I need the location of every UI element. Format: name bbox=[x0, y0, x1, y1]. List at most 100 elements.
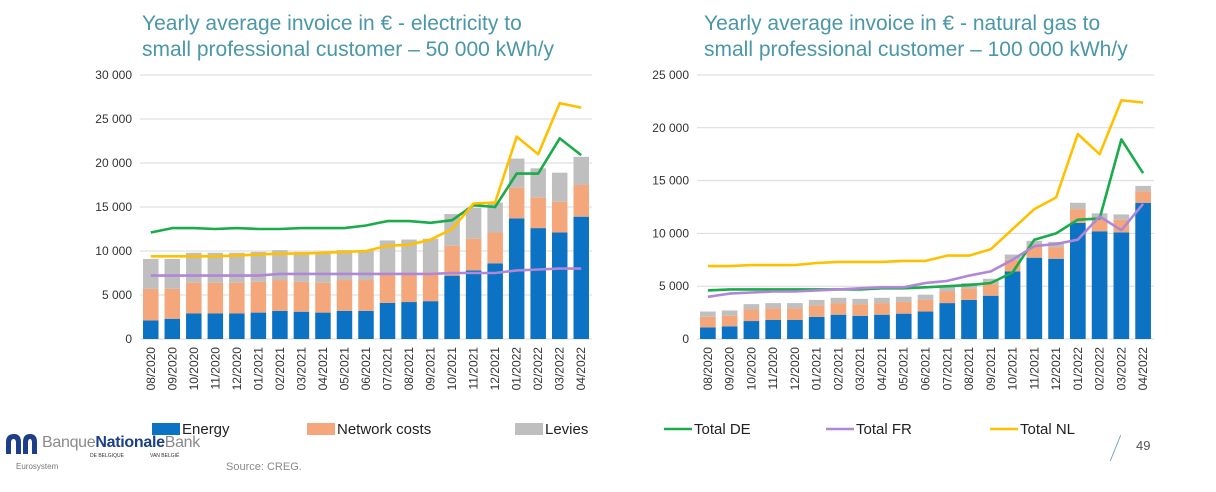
gas-bar-network-costs bbox=[808, 305, 825, 317]
chart-title-electricity-line1: Yearly average invoice in € - electricit… bbox=[142, 12, 522, 35]
electricity-bar-network-costs bbox=[487, 232, 503, 264]
gas-bar-energy bbox=[852, 315, 869, 339]
gas-xtick-label: 10/2020 bbox=[744, 347, 758, 391]
electricity-xtick-label: 06/2021 bbox=[359, 347, 373, 391]
electricity-bar-levies bbox=[487, 202, 503, 233]
electricity-bar-energy bbox=[444, 275, 460, 339]
electricity-bar-network-costs bbox=[530, 197, 546, 229]
page-number: 49 bbox=[1136, 438, 1151, 453]
gas-bar-network-costs bbox=[1091, 219, 1108, 232]
legend-label-energy: Energy bbox=[182, 421, 230, 438]
electricity-bar-energy bbox=[293, 311, 310, 339]
electricity-bar-energy bbox=[143, 320, 159, 339]
electricity-bar-energy bbox=[164, 318, 181, 339]
legend: Energy Network costs Levies Total DE Total F… bbox=[152, 421, 1075, 438]
chart-title-gas: Yearly average invoice in € - natural ga… bbox=[704, 11, 1128, 63]
electricity-bar-levies bbox=[401, 239, 417, 273]
electricity-bar-levies bbox=[315, 252, 331, 283]
electricity-bar-levies bbox=[465, 207, 482, 239]
electricity-bar-network-costs bbox=[573, 185, 589, 217]
electricity-bar-energy bbox=[186, 313, 202, 339]
electricity-bar-energy bbox=[465, 270, 482, 339]
electricity-bar-energy bbox=[229, 313, 245, 339]
gas-bar-energy bbox=[982, 295, 999, 339]
electricity-xtick-label: 01/2022 bbox=[510, 347, 524, 391]
gas-bar-energy bbox=[1091, 231, 1108, 339]
gas-line-total-de bbox=[707, 138, 1145, 292]
electricity-xtick-label: 04/2022 bbox=[574, 347, 588, 391]
electricity-bar-network-costs bbox=[444, 245, 460, 276]
gas-bar-levies bbox=[1026, 240, 1043, 247]
gas-bar-network-costs bbox=[743, 309, 760, 322]
gas-bar-levies bbox=[895, 296, 912, 303]
electricity-bar-network-costs bbox=[250, 281, 267, 313]
gas-bar-levies bbox=[1069, 202, 1086, 210]
gas-xtick-label: 10/2021 bbox=[1006, 347, 1020, 391]
gas-bar-levies bbox=[1004, 254, 1021, 260]
electricity-bar-levies bbox=[293, 251, 310, 282]
electricity-xtick-label: 09/2020 bbox=[165, 347, 179, 391]
source-note: Source: CREG. bbox=[226, 461, 302, 473]
electricity-bar-network-costs bbox=[315, 282, 331, 313]
gas-bar-levies bbox=[830, 297, 847, 304]
gas-bar-network-costs bbox=[982, 284, 999, 296]
electricity-xtick-label: 02/2022 bbox=[531, 347, 545, 391]
gas-bar-energy bbox=[1004, 271, 1021, 339]
gas-xtick-label: 04/2022 bbox=[1136, 347, 1150, 391]
electricity-bar-network-costs bbox=[186, 282, 202, 314]
gas-bar-network-costs bbox=[874, 303, 890, 315]
gas-ytick-label: 15 000 bbox=[652, 174, 689, 188]
electricity-bar-energy bbox=[401, 302, 417, 339]
gas-bar-network-costs bbox=[1026, 246, 1043, 258]
electricity-xtick-label: 08/2020 bbox=[144, 347, 158, 391]
legend-label-total-nl: Total NL bbox=[1020, 421, 1075, 438]
nbb-logo-sub-fr: DE BELGIQUE bbox=[90, 453, 124, 459]
electricity-line-total-de bbox=[150, 137, 582, 234]
gas-bar-levies bbox=[939, 286, 956, 292]
gas-bar-energy bbox=[830, 314, 847, 339]
gas-ytick-label: 25 000 bbox=[652, 68, 689, 82]
electricity-bar-levies bbox=[573, 156, 589, 185]
gas-ytick-label: 5 000 bbox=[659, 279, 689, 293]
gas-bar-levies bbox=[982, 278, 999, 285]
chart-title-gas-line2: small professional customer – 100 000 kW… bbox=[704, 38, 1128, 61]
chart-title-electricity: Yearly average invoice in € - electricit… bbox=[142, 11, 554, 63]
gas-bar-energy bbox=[961, 299, 977, 339]
electricity-bar-energy bbox=[422, 301, 439, 339]
gas-xtick-label: 07/2021 bbox=[940, 347, 954, 391]
gas-bar-levies bbox=[700, 311, 716, 317]
electricity-bar-network-costs bbox=[551, 201, 568, 233]
gas-bar-network-costs bbox=[721, 315, 738, 327]
electricity-xtick-label: 04/2021 bbox=[316, 347, 330, 391]
electricity-bar-energy bbox=[250, 312, 267, 339]
gas-bar-levies bbox=[765, 303, 782, 309]
gas-bar-network-costs bbox=[700, 316, 716, 328]
electricity-bar-levies bbox=[143, 258, 159, 289]
gas-bar-levies bbox=[787, 303, 803, 309]
electricity-bar-network-costs bbox=[465, 238, 482, 271]
electricity-xtick-label: 09/2021 bbox=[424, 347, 438, 391]
gas-xtick-label: 12/2020 bbox=[788, 347, 802, 391]
gas-bar-energy bbox=[808, 316, 825, 339]
gas-bar-network-costs bbox=[787, 308, 803, 320]
gas-xtick-label: 01/2021 bbox=[810, 347, 824, 391]
gas-bar-levies bbox=[917, 294, 934, 300]
electricity-bar-network-costs bbox=[336, 280, 353, 311]
gas-bar-levies bbox=[808, 299, 825, 306]
gas-bar-energy bbox=[1069, 222, 1086, 339]
gas-xtick-label: 11/2020 bbox=[766, 347, 780, 390]
gas-bar-network-costs bbox=[765, 308, 782, 320]
gas-bar-network-costs bbox=[830, 303, 847, 315]
gas-bar-network-costs bbox=[939, 291, 956, 304]
gas-bar-energy bbox=[787, 319, 803, 339]
gas-bar-levies bbox=[743, 304, 760, 310]
electricity-bar-energy bbox=[379, 302, 396, 339]
legend-label-network-costs: Network costs bbox=[337, 421, 431, 438]
electricity-xtick-label: 01/2021 bbox=[251, 347, 265, 391]
electricity-bar-network-costs bbox=[272, 280, 288, 311]
electricity-bar-network-costs bbox=[293, 281, 310, 312]
electricity-ytick-label: 0 bbox=[125, 332, 132, 346]
gas-bar-energy bbox=[721, 326, 738, 339]
electricity-xtick-label: 10/2020 bbox=[187, 347, 201, 391]
gas-xtick-label: 11/2021 bbox=[1027, 347, 1041, 390]
